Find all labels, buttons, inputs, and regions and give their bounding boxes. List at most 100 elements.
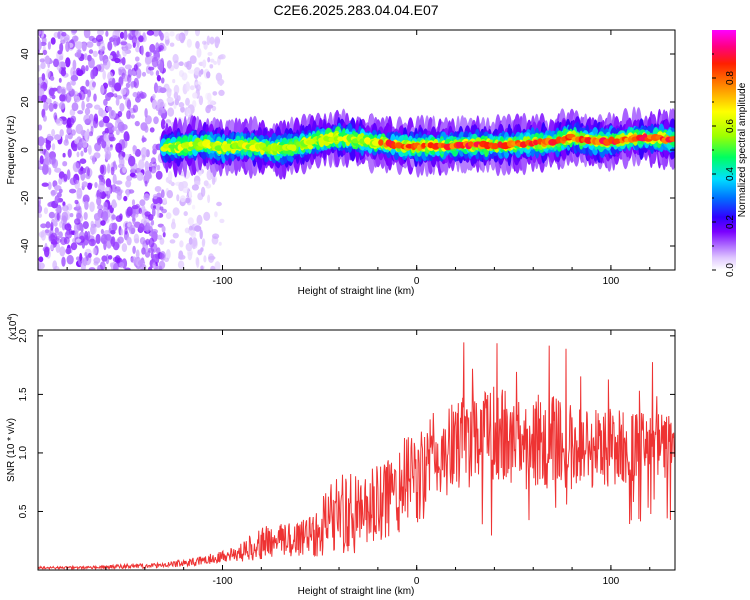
heatmap-cell xyxy=(157,234,163,240)
ridge-cell xyxy=(365,138,371,145)
heatmap-cell xyxy=(83,212,88,220)
heatmap-cell xyxy=(126,236,132,246)
heatmap-cell xyxy=(50,244,54,251)
heatmap-cell xyxy=(157,98,164,109)
heatmap-cell xyxy=(84,230,88,240)
ridge-cell xyxy=(188,141,194,147)
heatmap-cell xyxy=(117,236,124,244)
heatmap-cell xyxy=(203,255,207,263)
heatmap-cell xyxy=(151,56,159,68)
heatmap-cell xyxy=(156,75,161,82)
y-tick-label: -20 xyxy=(20,190,31,205)
heatmap-cell xyxy=(106,146,113,151)
heatmap-cell xyxy=(97,30,104,36)
heatmap-cell xyxy=(110,236,116,248)
x-tick-label: 0 xyxy=(414,576,420,587)
heatmap-cell xyxy=(80,150,84,157)
spectrogram-xlabel: Height of straight line (km) xyxy=(298,286,415,297)
heatmap-cell xyxy=(78,141,84,147)
heatmap-cell xyxy=(64,230,72,239)
heatmap-cell xyxy=(150,219,155,226)
heatmap-cell xyxy=(100,228,104,235)
heatmap-cell xyxy=(182,186,190,194)
heatmap-cell xyxy=(117,121,125,132)
heatmap-cell xyxy=(158,45,164,51)
heatmap-cell xyxy=(176,194,180,202)
heatmap-cell xyxy=(108,55,113,60)
heatmap-cell xyxy=(149,70,154,76)
heatmap-cell xyxy=(114,82,122,92)
y-tick-label: 0 xyxy=(20,147,31,153)
heatmap-cell xyxy=(60,68,67,77)
heatmap-cell xyxy=(123,30,128,41)
heatmap-cell xyxy=(88,80,96,91)
snr-ticks: -100 0 100 0.5 1.0 1.5 2.0 xyxy=(18,328,675,587)
heatmap-cell xyxy=(63,173,68,182)
heatmap-cell xyxy=(219,218,225,224)
heatmap-cell xyxy=(134,148,141,157)
heatmap-cell xyxy=(125,43,132,50)
heatmap-cell xyxy=(197,192,204,201)
heatmap-cell xyxy=(88,145,92,155)
heatmap-cell xyxy=(138,159,145,170)
heatmap-cell xyxy=(159,63,164,73)
heatmap-cell xyxy=(135,249,140,259)
heatmap-cell xyxy=(42,115,47,122)
heatmap-cell xyxy=(166,87,172,98)
heatmap-cell xyxy=(162,231,166,238)
heatmap-cell xyxy=(127,74,132,84)
heatmap-cell xyxy=(179,240,184,248)
heatmap-cell xyxy=(157,109,163,116)
heatmap-cell xyxy=(131,205,139,210)
heatmap-cell xyxy=(133,64,138,72)
heatmap-cell xyxy=(38,262,45,270)
heatmap-cell xyxy=(163,102,167,108)
heatmap-cell xyxy=(120,41,128,46)
heatmap-cell xyxy=(72,147,78,152)
y-tick-label: 20 xyxy=(20,96,31,108)
heatmap-cell xyxy=(119,156,125,165)
heatmap-cell xyxy=(62,161,68,167)
heatmap-cell xyxy=(131,199,136,206)
heatmap-cell xyxy=(48,167,52,176)
heatmap-cell xyxy=(104,186,112,195)
heatmap-cell xyxy=(50,189,58,196)
heatmap-cell xyxy=(62,152,66,158)
heatmap-cell xyxy=(96,41,101,47)
heatmap-cell xyxy=(149,127,155,133)
heatmap-cell xyxy=(160,118,166,130)
x-tick-label: -100 xyxy=(212,276,232,287)
heatmap-cell xyxy=(218,241,222,246)
heatmap-cell xyxy=(198,95,204,106)
heatmap-cell xyxy=(131,70,138,77)
colorbar-label: Normalized spectral amplitude xyxy=(737,82,748,217)
heatmap-cell xyxy=(126,110,131,120)
heatmap-cell xyxy=(105,234,112,241)
heatmap-cell xyxy=(130,227,136,235)
heatmap-cell xyxy=(48,102,54,112)
heatmap-cell xyxy=(58,177,63,185)
heatmap-cell xyxy=(207,194,211,204)
heatmap-cell xyxy=(155,70,160,77)
heatmap-cell xyxy=(214,211,218,218)
heatmap-cell xyxy=(131,217,136,222)
heatmap-cell xyxy=(166,190,173,199)
heatmap-cell xyxy=(140,122,148,131)
heatmap-cell xyxy=(126,189,130,198)
heatmap-cell xyxy=(41,182,49,187)
heatmap-cell xyxy=(93,213,101,221)
heatmap-cell xyxy=(46,68,51,79)
heatmap-cell xyxy=(148,66,155,71)
heatmap-cell xyxy=(86,41,94,48)
heatmap-cell xyxy=(70,242,78,251)
heatmap-cell xyxy=(77,49,82,54)
heatmap-cell xyxy=(160,189,165,199)
heatmap-cell xyxy=(100,220,106,226)
heatmap-cell xyxy=(218,89,225,96)
colorbar-tick-label: 0.0 xyxy=(725,263,736,277)
ridge-cell xyxy=(337,136,344,142)
heatmap-cell xyxy=(90,224,97,235)
heatmap-cell xyxy=(70,129,76,136)
heatmap-cell xyxy=(141,71,147,77)
heatmap-cell xyxy=(187,217,194,226)
